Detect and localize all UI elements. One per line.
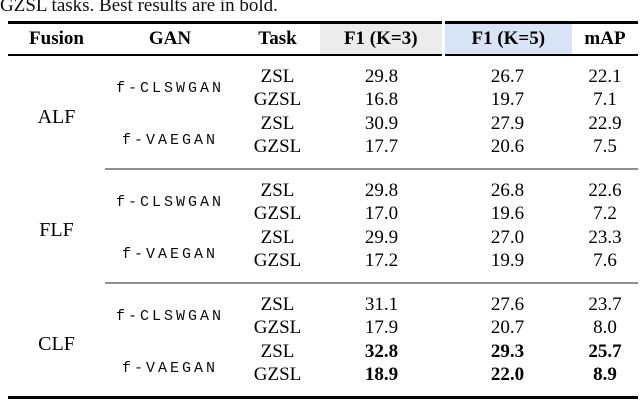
table-row: f-VAEGAN ZSL 29.9 27.0 23.3: [8, 226, 638, 263]
table-row: GZSL 18.9 22.0 8.9: [8, 364, 638, 398]
task-label: ZSL: [260, 340, 295, 362]
f1k5-value: 27.6: [443, 282, 572, 317]
header-row: Fusion GAN Task F1 (K=3) F1 (K=5) mAP: [8, 22, 638, 56]
task-label: GZSL: [253, 89, 302, 111]
f1k3-value: 17.2: [364, 250, 399, 272]
table-row: GZSL 17.2 19.9 7.6: [8, 250, 638, 284]
task-label: ZSL: [260, 226, 295, 248]
f1k3-value: 31.1: [320, 282, 443, 317]
f1k5-value: 19.7: [490, 89, 525, 111]
fusion-label: ALF: [37, 105, 76, 128]
f1k3-value: 29.8: [320, 168, 443, 203]
block-clf: CLF f-CLSWGAN ZSL 31.1 27.6 23.7 GZSL 17…: [8, 282, 638, 398]
task-label: GZSL: [253, 364, 302, 386]
f1k3-value: 30.9: [364, 112, 399, 134]
f1k3-value: 29.8: [364, 65, 399, 87]
task-label: GZSL: [253, 317, 302, 339]
col-header-f1k3: F1 (K=3): [320, 22, 443, 56]
table-row: GZSL 17.0 19.6 7.2: [8, 203, 638, 227]
task-label: GZSL: [253, 250, 302, 272]
table-row: FLF f-CLSWGAN ZSL 29.8 26.8 22.6: [8, 168, 638, 241]
f1k3-value: 32.8: [364, 340, 399, 362]
task-label: ZSL: [235, 282, 320, 317]
f1k3-value: 17.0: [364, 203, 399, 225]
table-row: GZSL 17.9 20.7 8.0: [8, 317, 638, 341]
f1k3-value: 18.9: [364, 364, 399, 386]
gan-label: f-VAEGAN: [121, 245, 218, 263]
col-header-gan: GAN: [105, 22, 235, 56]
map-value: 22.1: [588, 65, 622, 87]
table-row: f-VAEGAN ZSL 32.8 29.3 25.7: [8, 340, 638, 377]
f1k5-value: 27.0: [490, 226, 525, 248]
f1k3-value: 29.9: [364, 226, 399, 248]
gan-label: f-CLSWGAN: [105, 282, 235, 340]
map-value: 8.0: [593, 317, 617, 339]
f1k3-value: 17.9: [364, 317, 399, 339]
map-value: 7.2: [593, 203, 617, 225]
fusion-label: CLF: [38, 332, 75, 355]
map-value: 25.7: [588, 340, 622, 362]
f1k3-value: 16.8: [364, 89, 399, 111]
block-flf: FLF f-CLSWGAN ZSL 29.8 26.8 22.6 GZSL 17…: [8, 168, 638, 284]
gan-label: f-CLSWGAN: [105, 168, 235, 226]
col-header-map: mAP: [572, 22, 638, 56]
results-table: Fusion GAN Task F1 (K=3) F1 (K=5) mAP AL…: [8, 21, 638, 399]
task-label: GZSL: [253, 203, 302, 225]
f1k5-value: 20.6: [490, 136, 525, 158]
task-label: ZSL: [260, 65, 295, 87]
table-row: ALF f-CLSWGAN ZSL 29.8 26.7 22.1: [8, 55, 638, 128]
table-row: GZSL 17.7 20.6 7.5: [8, 136, 638, 170]
block-alf: ALF f-CLSWGAN ZSL 29.8 26.7 22.1 GZSL 16…: [8, 55, 638, 169]
gan-label: f-VAEGAN: [121, 131, 218, 149]
map-value: 7.1: [593, 89, 617, 111]
f1k3-value: 17.7: [364, 136, 399, 158]
task-label: ZSL: [235, 168, 320, 203]
task-label: ZSL: [260, 112, 295, 134]
col-header-task: Task: [235, 22, 320, 56]
map-value: 7.6: [593, 250, 617, 272]
f1k5-value: 27.9: [490, 112, 525, 134]
f1k5-value: 26.7: [490, 65, 525, 87]
map-value: 8.9: [593, 364, 617, 386]
f1k5-value: 26.8: [443, 168, 572, 203]
table-row: f-VAEGAN ZSL 30.9 27.9 22.9: [8, 112, 638, 149]
table-caption: GZSL tasks. Best results are in bold.: [0, 0, 278, 16]
f1k5-value: 19.6: [490, 203, 525, 225]
map-value: 22.9: [588, 112, 622, 134]
gan-label: f-CLSWGAN: [115, 80, 224, 97]
f1k5-value: 20.7: [490, 317, 525, 339]
f1k5-value: 19.9: [490, 250, 525, 272]
col-header-fusion: Fusion: [8, 22, 105, 56]
map-value: 23.3: [588, 226, 622, 248]
map-value: 22.6: [572, 168, 638, 203]
f1k5-value: 22.0: [490, 364, 525, 386]
map-value: 7.5: [593, 136, 617, 158]
fusion-label: FLF: [39, 219, 74, 241]
gan-label: f-VAEGAN: [121, 359, 218, 377]
table-row: GZSL 16.8 19.7 7.1: [8, 89, 638, 113]
f1k5-value: 29.3: [490, 340, 525, 362]
table-row: CLF f-CLSWGAN ZSL 31.1 27.6 23.7: [8, 282, 638, 355]
task-label: GZSL: [253, 136, 302, 158]
map-value: 23.7: [572, 282, 638, 317]
col-header-f1k5: F1 (K=5): [441, 22, 572, 56]
